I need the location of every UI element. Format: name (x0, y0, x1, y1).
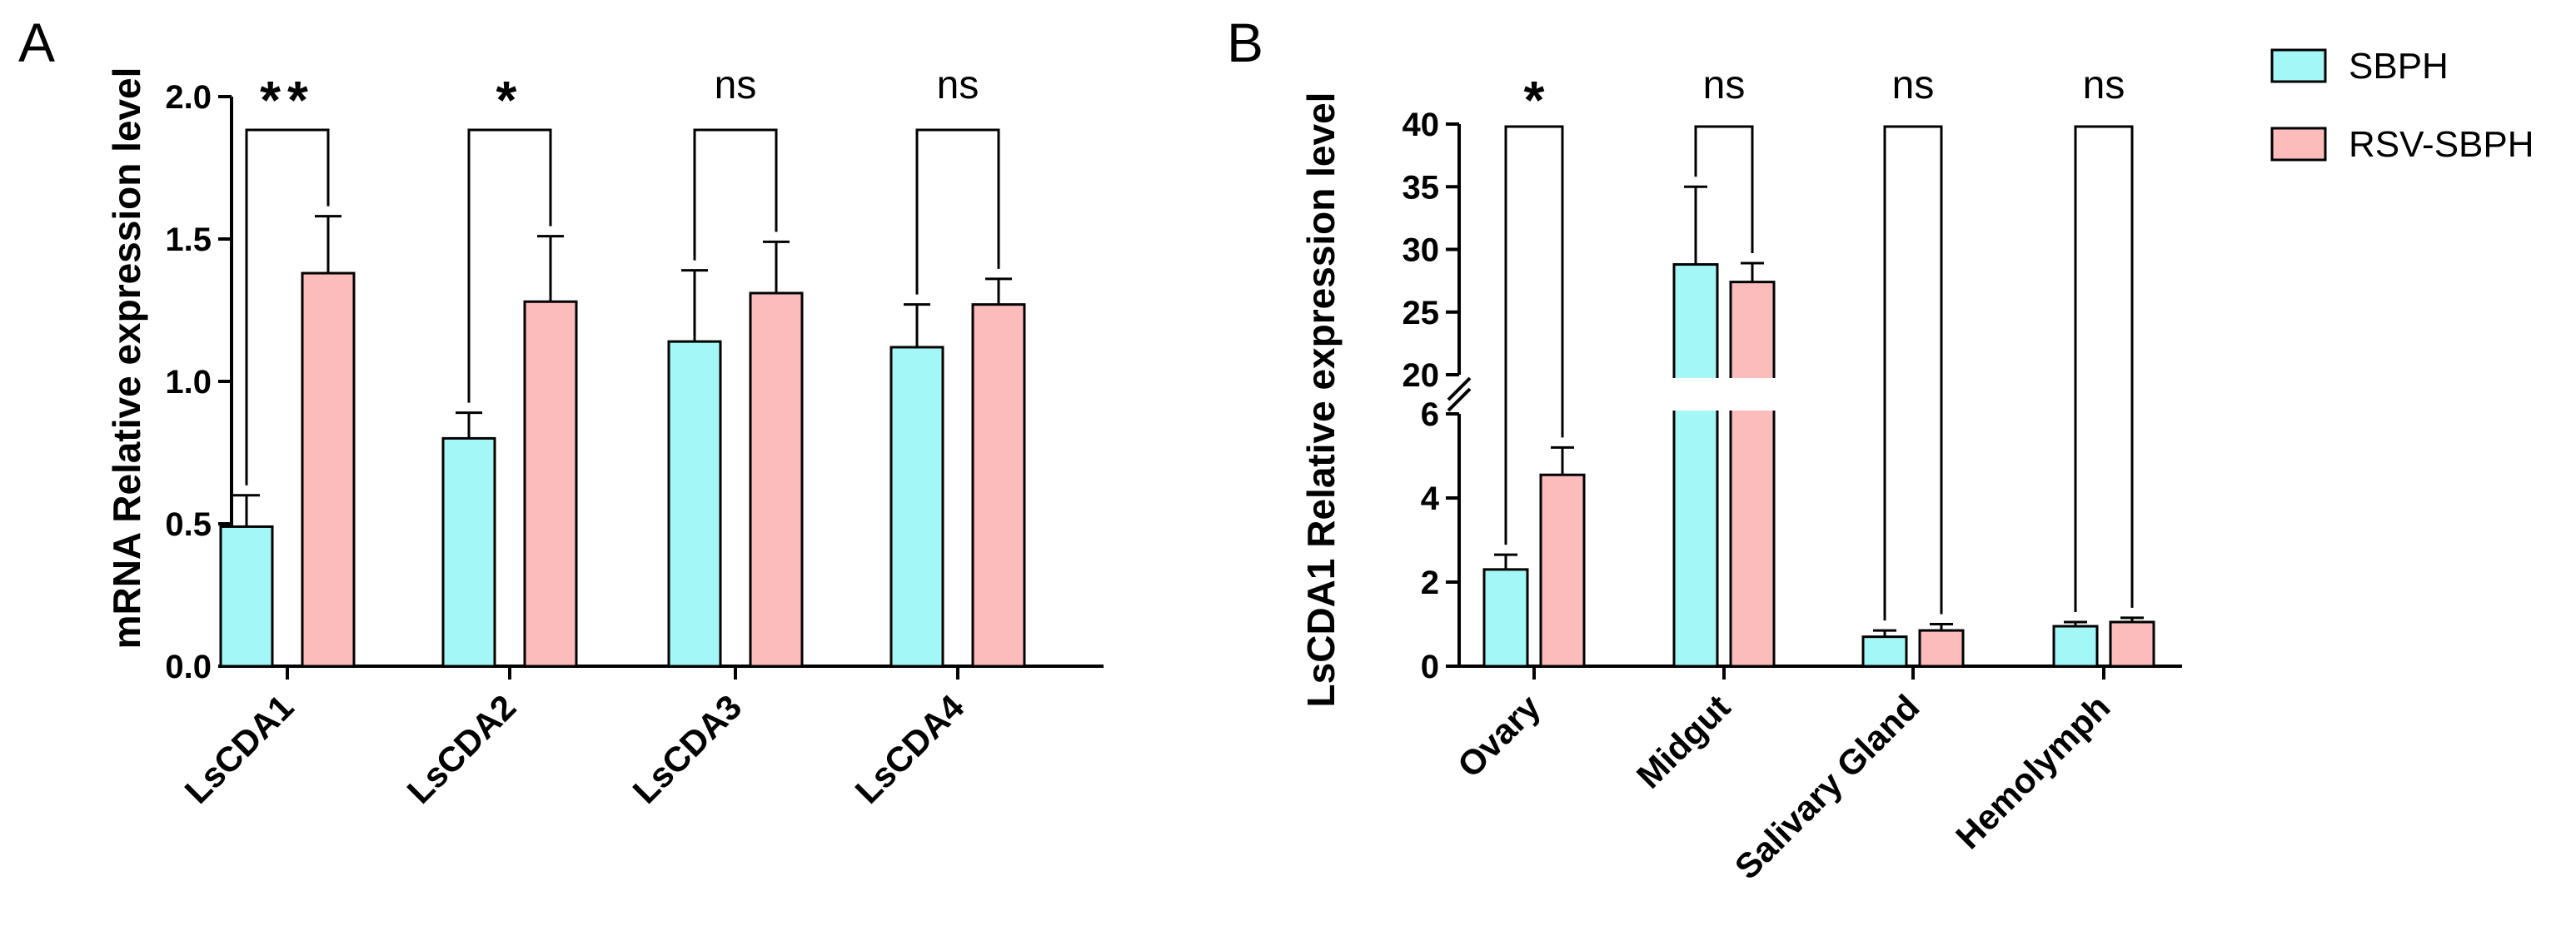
panel-b-y-tick-label: 35 (1403, 169, 1440, 206)
legend-swatch-sbph (2270, 48, 2327, 83)
panel-a-significance-label: * (496, 70, 524, 130)
panel-a-y-axis-label: mRNA Relative expression level (105, 67, 148, 650)
panel-b-axis-break-mark (1447, 387, 1472, 412)
panel-b-significance-bracket (1504, 125, 1564, 545)
panel-a-y-tick-label: 0.0 (165, 649, 212, 685)
panel-b-significance-label: ns (1892, 63, 1935, 107)
legend-label-sbph: SBPH (2349, 46, 2449, 87)
panel-b-significance-label: ns (1703, 63, 1746, 107)
panel-a-bar-sbph (441, 436, 496, 668)
panel-a-significance-label: ** (260, 70, 315, 130)
panel-b-bar-rsv-sbph (1918, 629, 1965, 668)
panel-b-y-axis-label: LsCDA1 Relative expression level (1299, 92, 1343, 708)
panel-b-y-tick-label: 0 (1421, 649, 1439, 685)
panel-b-significance-label: ns (2083, 63, 2125, 107)
panel-a-significance-bracket (245, 128, 330, 485)
legend-swatch-rsv-sbph (2270, 127, 2327, 162)
panel-a-significance-bracket (915, 128, 1000, 295)
panel-b-letter: B (1227, 12, 1263, 73)
panel-a-y-tick-label: 1.0 (165, 364, 212, 401)
panel-a-y-tick-label: 2.0 (165, 79, 212, 116)
panel-a-bar-rsv-sbph (749, 291, 804, 668)
panel-b-bar-rsv-sbph (1729, 281, 1776, 668)
panel-a-y-tick-label: 1.5 (165, 222, 212, 258)
panel-b-y-tick-label: 4 (1421, 480, 1440, 517)
panel-a-bar-rsv-sbph (301, 271, 356, 668)
panel-b-axis-break-mark (1447, 376, 1472, 401)
panel-b-y-tick-label: 2 (1421, 565, 1439, 601)
panel-a-significance-bracket (693, 128, 778, 261)
panel-b-axis-break-gap (1671, 378, 1777, 411)
panel-b-bar-rsv-sbph (1539, 473, 1586, 668)
panel-b-y-tick-label: 20 (1403, 357, 1440, 394)
panel-a-bar-sbph (667, 340, 722, 668)
legend: SBPH RSV-SBPH (2270, 46, 2534, 165)
panel-a-bar-sbph (889, 346, 944, 668)
panel-a-letter: A (18, 12, 55, 73)
panel-b-bar-sbph (1482, 568, 1529, 668)
legend-label-rsv-sbph: RSV-SBPH (2349, 124, 2534, 165)
panel-b-y-tick-label: 25 (1403, 295, 1440, 331)
panel-b-bar-sbph (1672, 263, 1719, 668)
panel-b-bar-sbph (1861, 635, 1908, 668)
panel-b-y-tick-label: 40 (1403, 107, 1440, 143)
panel-a-significance-label: ns (715, 63, 757, 107)
panel-a-significance-label: ns (937, 63, 979, 107)
panel-b-significance-label: * (1524, 70, 1545, 130)
panel-b-y-tick-label: 6 (1421, 396, 1439, 433)
panel-b-significance-bracket (2074, 125, 2134, 612)
panel-a-bar-rsv-sbph (523, 300, 578, 668)
panel-b-bar-sbph (2052, 625, 2099, 668)
panel-a-significance-bracket (467, 128, 552, 403)
panel-a-bar-rsv-sbph (971, 303, 1026, 668)
panel-b-bar-rsv-sbph (2109, 620, 2155, 668)
panel-a-bar-sbph (219, 525, 274, 668)
panel-b-significance-bracket (1883, 125, 1943, 621)
panel-a-y-tick-label: 0.5 (165, 506, 212, 543)
panel-b-y-tick-label: 30 (1403, 232, 1440, 269)
panel-b-significance-bracket (1694, 125, 1754, 254)
